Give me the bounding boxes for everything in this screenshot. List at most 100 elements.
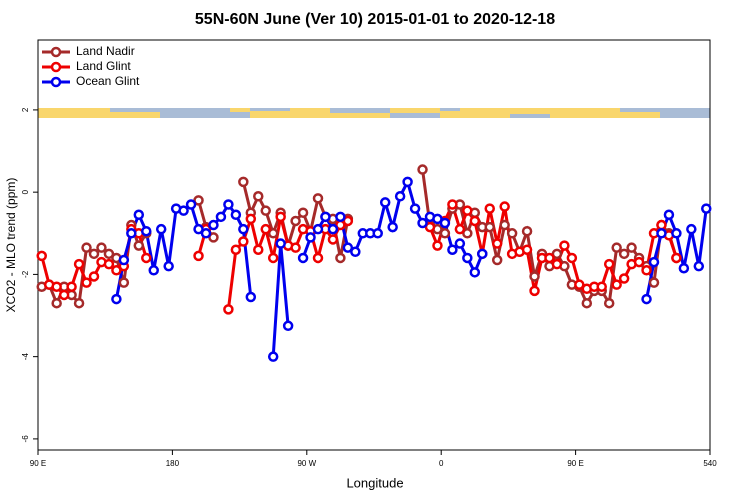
data-point	[133, 240, 145, 251]
x-tick-label: 0	[439, 459, 444, 468]
data-point	[693, 260, 705, 272]
data-point	[141, 252, 152, 264]
data-point	[499, 219, 510, 231]
legend-marker	[50, 61, 62, 73]
x-tick-label: 540	[703, 459, 717, 468]
data-point	[267, 351, 279, 362]
data-point	[671, 228, 682, 239]
data-point	[342, 215, 354, 227]
data-point	[603, 297, 615, 309]
data-point	[81, 277, 92, 288]
data-point	[447, 244, 458, 255]
x-tick-label: 90 E	[567, 459, 583, 468]
data-point	[66, 281, 77, 292]
data-point	[312, 193, 324, 204]
data-point	[81, 242, 92, 253]
data-point	[656, 228, 667, 239]
data-point	[148, 265, 159, 276]
data-point	[402, 176, 413, 188]
data-point	[267, 228, 279, 239]
data-point	[506, 228, 518, 239]
data-point	[462, 228, 473, 239]
data-point	[245, 213, 257, 225]
data-point	[320, 211, 331, 223]
data-point	[641, 265, 652, 276]
data-point	[469, 215, 481, 227]
x-axis-label: Longitude	[346, 475, 403, 490]
y-tick-label: -4	[21, 353, 30, 361]
data-point	[559, 240, 570, 251]
data-point	[454, 223, 466, 235]
data-point	[230, 244, 242, 255]
data-point	[327, 223, 339, 235]
data-point	[432, 240, 443, 251]
data-point	[111, 265, 122, 276]
data-point	[88, 271, 100, 282]
legend-marker	[50, 46, 62, 58]
data-point	[275, 238, 286, 249]
data-point	[379, 197, 391, 208]
data-point	[58, 289, 70, 301]
data-point	[282, 320, 294, 332]
data-point	[491, 254, 503, 266]
data-point	[260, 205, 271, 216]
data-point	[96, 242, 107, 253]
data-point	[275, 211, 286, 223]
data-point	[529, 271, 540, 282]
data-point	[529, 285, 540, 297]
data-point	[611, 279, 622, 290]
data-point	[424, 221, 436, 233]
data-point	[521, 225, 533, 237]
data-point	[36, 250, 47, 262]
data-point	[611, 242, 622, 253]
data-point	[454, 238, 466, 249]
data-point	[297, 252, 309, 264]
data-point	[641, 293, 652, 305]
data-point	[566, 252, 578, 264]
data-point	[432, 213, 443, 225]
data-point	[305, 232, 316, 243]
data-point	[447, 199, 458, 210]
data-point	[88, 248, 100, 260]
data-point	[253, 191, 264, 202]
data-point	[111, 293, 122, 305]
data-point	[417, 164, 428, 175]
x-tick-label: 90 E	[30, 459, 46, 468]
data-point	[581, 297, 593, 309]
data-point	[103, 248, 115, 260]
data-point	[51, 281, 62, 292]
data-point	[551, 248, 563, 260]
data-point	[155, 223, 167, 235]
data-point	[73, 258, 85, 270]
data-point	[484, 203, 495, 214]
data-point	[312, 223, 324, 235]
plot-frame	[37, 39, 711, 451]
map-strip	[38, 108, 710, 118]
data-point	[477, 248, 488, 260]
data-point	[618, 248, 630, 260]
data-point	[238, 223, 249, 235]
data-point	[208, 219, 219, 231]
data-point	[671, 252, 682, 264]
data-point	[126, 228, 137, 239]
data-point	[686, 223, 697, 235]
data-point	[551, 258, 563, 270]
data-point	[223, 304, 234, 315]
data-point	[51, 297, 62, 309]
data-point	[253, 244, 264, 255]
data-point	[141, 225, 152, 237]
data-point	[417, 217, 428, 229]
data-point	[618, 273, 630, 284]
data-point	[208, 232, 219, 243]
data-point	[185, 199, 197, 210]
data-point	[409, 203, 421, 214]
legend-label: Land Glint	[76, 59, 131, 73]
y-axis-label: XCO2 - MLO trend (ppm)	[4, 178, 18, 313]
data-point	[118, 254, 130, 266]
data-point	[312, 252, 324, 264]
x-tick-label: 90 W	[297, 459, 316, 468]
data-point	[544, 252, 555, 264]
data-point	[656, 219, 667, 231]
data-point	[297, 207, 309, 218]
